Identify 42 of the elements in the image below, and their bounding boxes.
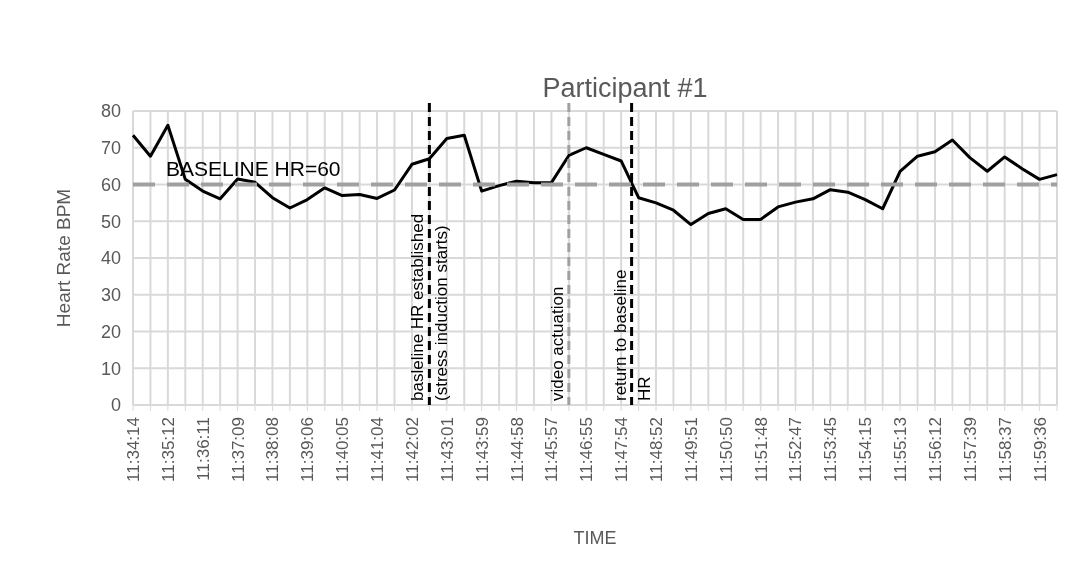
x-tick-label: 11:40:05	[333, 417, 353, 482]
y-tick-label: 50	[100, 211, 121, 232]
x-tick-label: 11:48:52	[646, 417, 666, 482]
x-tick-label: 11:55:13	[891, 417, 911, 482]
annotation: return to baseline HR	[610, 269, 654, 401]
x-tick-label: 11:41:04	[368, 417, 388, 482]
x-tick-label: 11:34:14	[123, 417, 143, 482]
y-tick-label: 60	[100, 174, 121, 195]
annotation: basleline HR established (stress induction starts)	[408, 213, 452, 401]
x-tick-label: 11:44:58	[507, 417, 527, 482]
annotation: video actuation	[547, 286, 567, 401]
x-tick-label: 11:58:37	[995, 417, 1015, 482]
x-tick-label: 11:45:57	[542, 417, 562, 482]
x-tick-label: 11:43:01	[437, 417, 457, 482]
y-tick-label: 0	[110, 395, 121, 416]
x-tick-label: 11:37:09	[228, 417, 248, 482]
x-tick-label: 11:50:50	[716, 417, 736, 482]
y-tick-label: 40	[100, 248, 121, 269]
y-tick-label: 80	[100, 101, 121, 122]
x-tick-label: 11:47:54	[612, 417, 632, 482]
x-tick-label: 11:52:47	[786, 417, 806, 482]
x-tick-label: 11:43:59	[472, 417, 492, 482]
x-tick-label: 11:56:12	[925, 417, 945, 482]
x-tick-label: 11:36:11	[193, 417, 213, 481]
y-axis-title: Heart Rate BPM	[53, 188, 74, 328]
x-tick-label: 11:35:12	[158, 417, 178, 482]
y-tick-label: 70	[100, 138, 121, 159]
x-tick-label: 11:42:02	[402, 417, 422, 482]
y-tick-label: 30	[100, 285, 121, 306]
x-axis-title: TIME	[573, 528, 617, 548]
chart-title: Participant #1	[542, 73, 708, 103]
x-tick-label: 11:49:51	[681, 417, 701, 482]
y-tick-label: 20	[100, 321, 121, 342]
x-tick-label: 11:46:55	[577, 417, 597, 482]
x-tick-label: 11:54:15	[856, 417, 876, 482]
x-tick-label: 11:39:06	[298, 417, 318, 482]
x-tick-label: 11:57:39	[960, 417, 980, 482]
y-tick-label: 10	[100, 358, 121, 379]
x-tick-label: 11:51:48	[751, 417, 771, 482]
x-tick-label: 11:53:45	[821, 417, 841, 482]
x-tick-label: 11:59:36	[1030, 417, 1050, 482]
x-tick-label: 11:38:08	[263, 417, 283, 482]
